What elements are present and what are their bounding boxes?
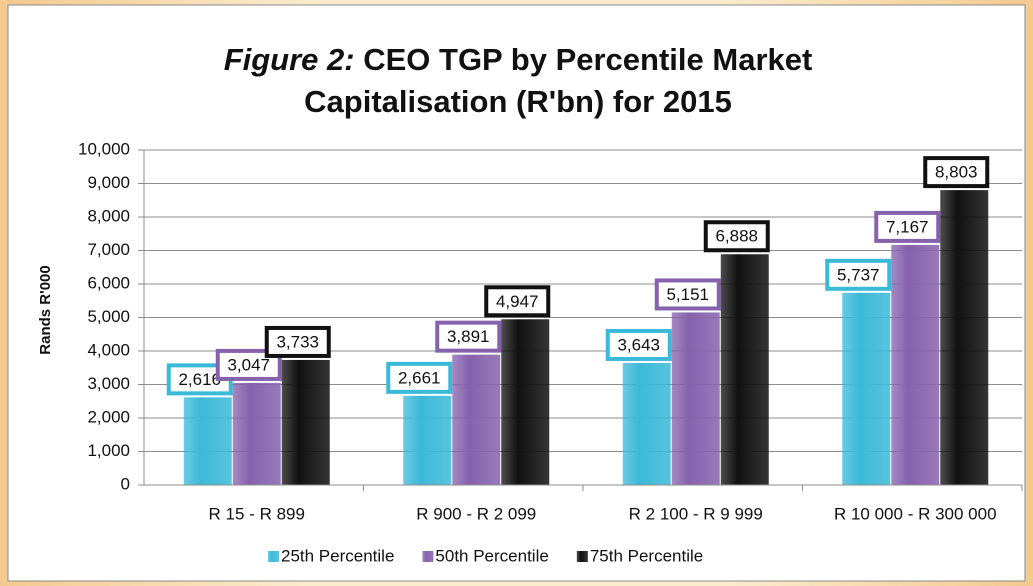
data-label: 3,733 [276,332,319,351]
y-tick-label: 1,000 [87,441,130,460]
title-text: CEO TGP by Percentile Market [363,42,812,77]
x-tick-label: R 2 100 - R 9 999 [629,504,763,523]
legend-swatch [268,551,279,562]
data-label: 2,616 [178,370,221,389]
legend-label: 75th Percentile [590,546,703,565]
legend-swatch [576,551,588,562]
data-label: 4,947 [496,292,539,311]
bar [671,312,720,485]
bar [403,395,452,485]
y-tick-label: 7,000 [87,240,130,259]
chart-title-line: Capitalisation (R'bn) for 2015 [304,84,732,119]
data-label-box [435,320,502,353]
legend-label: 25th Percentile [281,546,394,565]
data-label: 2,661 [398,368,441,387]
data-label-box [654,278,721,311]
data-label: 7,167 [886,217,929,236]
y-tick-label: 0 [121,474,130,493]
data-label: 3,643 [617,335,660,354]
bar [281,359,330,485]
bar [622,362,671,485]
data-label: 8,803 [935,163,978,182]
legend-label: 50th Percentile [435,546,548,565]
y-tick-label: 3,000 [87,374,130,393]
data-label-box [484,285,551,318]
bar [720,254,769,485]
bar [891,244,940,485]
x-tick-label: R 900 - R 2 099 [416,504,536,523]
bar [501,319,550,485]
data-label: 3,891 [447,327,490,346]
data-label-box [605,328,672,361]
data-label: 6,888 [715,227,758,246]
x-tick-label: R 15 - R 899 [209,504,305,523]
y-tick-label: 10,000 [78,139,130,158]
chart-title-line: Figure 2: CEO TGP by Percentile Market [224,42,813,77]
y-tick-label: 6,000 [87,273,130,292]
data-label-box [264,325,331,358]
data-label: 3,047 [227,355,270,374]
data-label-box [825,258,892,291]
bar [940,190,989,486]
title-prefix: Figure 2: [224,42,355,77]
y-tick-label: 2,000 [87,407,130,426]
data-label-box [703,220,770,253]
bar [452,354,501,485]
y-axis-label: Rands R'000 [37,265,54,354]
data-label: 5,151 [666,285,709,304]
legend-swatch [422,551,434,562]
bar [842,292,891,485]
y-tick-label: 9,000 [87,173,130,192]
data-label-box [386,361,453,394]
y-tick-label: 5,000 [87,307,130,326]
bar [232,382,281,485]
bar [183,397,232,485]
y-tick-label: 4,000 [87,340,130,359]
data-label: 5,737 [837,265,880,284]
x-tick-label: R 10 000 - R 300 000 [834,504,997,523]
y-tick-label: 8,000 [87,206,130,225]
data-label-box [923,156,990,189]
data-label-box [874,210,941,243]
